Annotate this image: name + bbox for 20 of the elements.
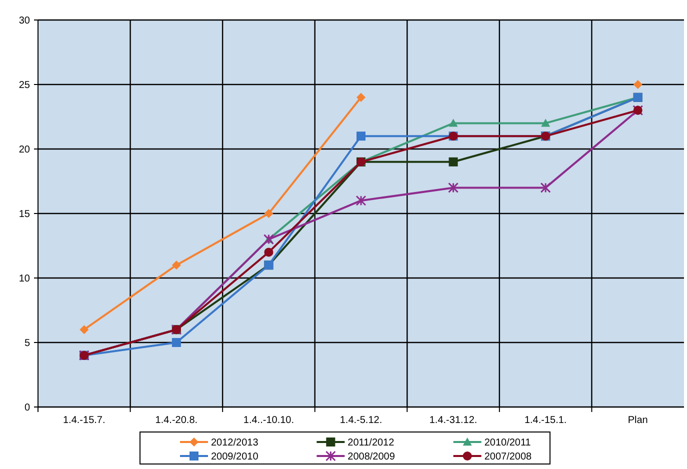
x-tick-label: 1.4.-5.12. xyxy=(340,415,382,426)
legend-label: 2011/2012 xyxy=(348,438,395,448)
x-tick-label: 1.4.-15.7. xyxy=(63,415,106,426)
x-tick-label: 1.4.-20.8. xyxy=(155,415,198,426)
x-tick-label: 1.4..-10.10. xyxy=(243,415,294,426)
y-tick-label: 0 xyxy=(24,402,30,414)
y-tick-label: 10 xyxy=(18,274,30,284)
legend-label: 2008/2009 xyxy=(348,452,396,462)
legend-label: 2009/2010 xyxy=(211,452,259,462)
y-tick-label: 5 xyxy=(24,338,30,349)
y-tick-label: 25 xyxy=(18,80,30,91)
legend-label: 2010/2011 xyxy=(484,438,532,448)
x-tick-label: Plan xyxy=(628,415,648,426)
x-tick-label: 1.4.-31.12. xyxy=(429,415,478,426)
y-tick-label: 30 xyxy=(18,16,30,26)
legend-label: 2012/2013 xyxy=(211,438,259,448)
legend-label: 2007/2008 xyxy=(484,452,532,462)
x-tick-label: 1.4.-15.1. xyxy=(524,415,567,426)
y-tick-label: 15 xyxy=(18,209,30,220)
y-tick-label: 20 xyxy=(18,144,30,156)
